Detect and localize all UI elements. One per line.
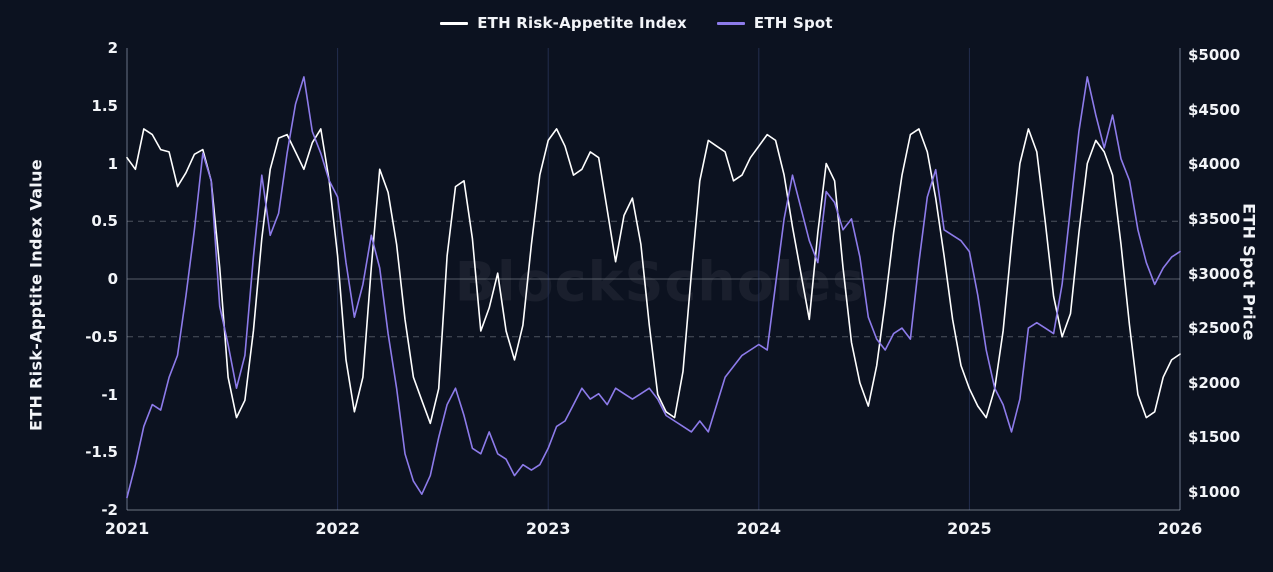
- tick-label: $2000: [1188, 373, 1241, 392]
- tick-label: -0.5: [85, 327, 118, 346]
- tick-label: $2500: [1188, 319, 1241, 338]
- legend-item-eth-spot: ETH Spot: [716, 14, 833, 32]
- risk-index-line-swatch: [440, 21, 469, 25]
- tick-label: -1: [101, 385, 118, 404]
- tick-label: $3500: [1188, 209, 1241, 228]
- legend-item-risk-index: ETH Risk-Appetite Index: [440, 14, 687, 32]
- tick-label: 2023: [525, 519, 571, 538]
- tick-label: 2022: [315, 519, 360, 538]
- tick-label: -2: [101, 501, 118, 519]
- legend-label-risk-index: ETH Risk-Appetite Index: [477, 14, 687, 32]
- tick-label: 2024: [736, 519, 782, 538]
- tick-label: 2025: [947, 519, 992, 538]
- eth-spot-line-swatch: [716, 21, 745, 25]
- tick-label: $1500: [1188, 428, 1241, 447]
- tick-label: 2021: [104, 519, 150, 538]
- tick-label: 1: [107, 154, 118, 173]
- tick-label: $1000: [1188, 483, 1241, 501]
- tick-label: -1.5: [85, 443, 118, 462]
- tick-label: 2026: [1157, 519, 1203, 538]
- tick-label: $3000: [1188, 264, 1241, 283]
- tick-label: 0: [107, 270, 118, 288]
- legend-label-eth-spot: ETH Spot: [753, 14, 833, 32]
- right-axis-title: ETH Spot Price: [1239, 203, 1259, 341]
- tick-label: $4500: [1188, 100, 1241, 119]
- tick-label: 0.5: [91, 212, 118, 231]
- tick-label: 1.5: [91, 96, 118, 115]
- tick-label: $5000: [1188, 46, 1241, 64]
- tick-label: 2: [107, 39, 118, 57]
- tick-label: $4000: [1188, 155, 1241, 174]
- legend: ETH Risk-Appetite Index ETH Spot: [0, 14, 1273, 32]
